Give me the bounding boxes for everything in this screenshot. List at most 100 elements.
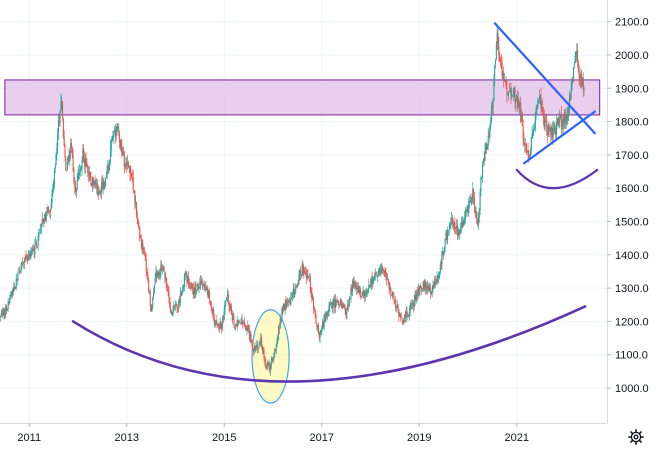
candle-body — [555, 122, 558, 136]
candle-body — [98, 191, 100, 196]
candle-body — [279, 317, 281, 329]
trendline-up — [523, 110, 596, 165]
candle-body — [41, 218, 43, 225]
candle — [62, 117, 64, 140]
candle-body — [406, 310, 408, 314]
candle — [133, 190, 135, 194]
candle-body — [297, 283, 299, 284]
candle — [344, 304, 346, 316]
candle — [105, 177, 107, 187]
candle — [122, 146, 124, 157]
candle — [374, 268, 376, 281]
candle — [550, 122, 552, 144]
candle — [128, 165, 130, 173]
y-tick-label: 1200.0 — [615, 316, 649, 328]
candle — [461, 215, 463, 229]
candle — [390, 286, 392, 300]
candle-body — [513, 87, 515, 90]
candle-body — [486, 142, 488, 149]
candle — [516, 89, 519, 112]
candle — [451, 211, 453, 226]
candle — [495, 41, 497, 61]
candle-body — [548, 125, 550, 131]
candle-body — [425, 286, 428, 289]
candle — [398, 308, 400, 323]
candle — [278, 324, 280, 341]
candle — [351, 284, 353, 296]
candle — [332, 298, 334, 314]
candle-body — [230, 306, 232, 309]
candle — [378, 267, 380, 277]
candle — [353, 276, 355, 290]
candle-body — [316, 324, 318, 328]
candle-body — [346, 308, 348, 315]
candle — [555, 125, 557, 140]
candle — [507, 91, 510, 101]
candle-body — [560, 114, 562, 128]
candle — [77, 169, 79, 182]
candle-body — [215, 320, 217, 322]
candle-body — [309, 277, 311, 290]
candle — [531, 125, 533, 139]
candle-body — [36, 246, 38, 248]
candle — [63, 130, 65, 147]
candle — [321, 325, 323, 336]
candle — [509, 86, 511, 94]
candle — [452, 218, 454, 230]
candle — [422, 281, 424, 293]
candle-body — [355, 282, 357, 289]
candle — [33, 246, 35, 259]
candle-body — [352, 280, 354, 287]
candle-body — [319, 333, 321, 338]
candle-body — [214, 321, 216, 327]
candle-body — [464, 210, 467, 219]
candle — [237, 320, 239, 328]
candle-body — [460, 226, 462, 231]
candle — [514, 85, 516, 109]
candle — [271, 357, 273, 363]
candle-body — [572, 80, 574, 82]
candle-body — [391, 295, 393, 297]
candle — [282, 303, 285, 313]
candle-body — [274, 350, 276, 357]
candle — [319, 329, 321, 344]
candle-body — [194, 283, 196, 294]
candle — [80, 165, 82, 171]
candle — [391, 294, 393, 297]
candle — [127, 160, 129, 168]
candle-body — [13, 287, 15, 289]
candle-body — [518, 100, 520, 106]
candle — [191, 281, 193, 290]
candle-body — [350, 288, 352, 300]
candle-body — [34, 245, 36, 254]
candle-body — [572, 67, 575, 82]
candle — [460, 222, 462, 235]
candle-body — [328, 305, 330, 312]
candle — [190, 282, 192, 292]
candle — [298, 270, 300, 286]
candle — [23, 258, 25, 270]
candle — [413, 294, 415, 311]
candle — [384, 267, 386, 278]
x-tick-label: 2017 — [310, 432, 334, 444]
candle — [230, 303, 232, 311]
candle — [113, 125, 116, 133]
candle-body — [265, 367, 268, 368]
candle — [259, 341, 261, 345]
candle — [213, 314, 216, 328]
candle — [82, 144, 84, 163]
candle — [491, 100, 493, 116]
candle — [147, 267, 149, 283]
candle-body — [269, 366, 272, 372]
candle — [414, 290, 416, 306]
candle-body — [133, 190, 135, 192]
candle — [44, 213, 46, 225]
candle — [188, 278, 190, 290]
settings-button[interactable] — [627, 428, 645, 446]
candle — [484, 143, 486, 162]
candle-body — [67, 155, 69, 163]
candle — [123, 150, 125, 174]
candle-body — [10, 292, 12, 295]
